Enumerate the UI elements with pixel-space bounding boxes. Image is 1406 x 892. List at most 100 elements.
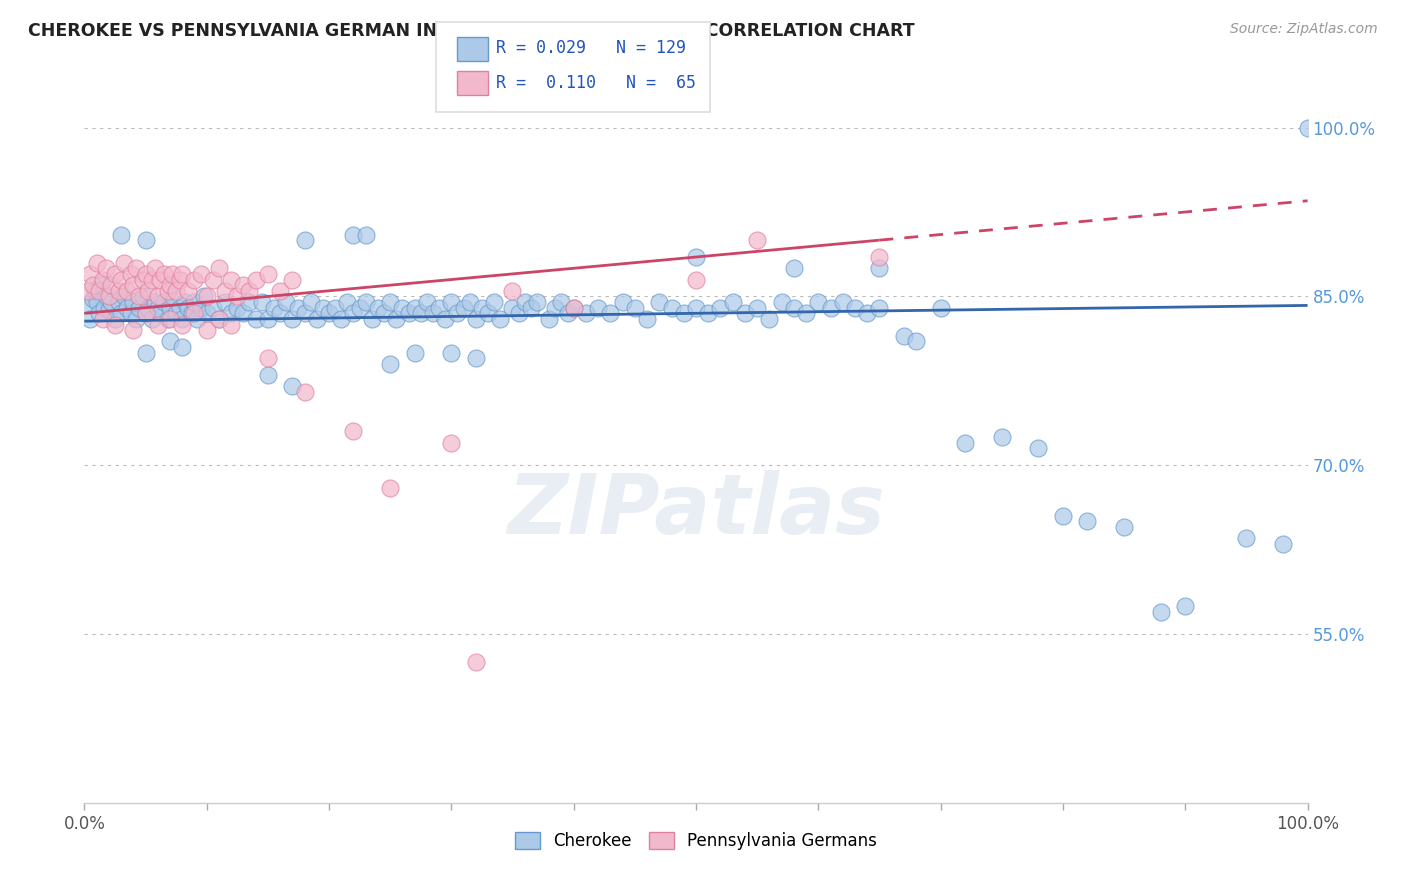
Point bbox=[79, 312, 101, 326]
Point bbox=[135, 306, 157, 320]
Point bbox=[294, 233, 316, 247]
Point bbox=[440, 345, 463, 359]
Point bbox=[173, 295, 195, 310]
Point bbox=[110, 272, 132, 286]
Point bbox=[342, 425, 364, 439]
Point bbox=[195, 289, 218, 303]
Point bbox=[232, 306, 254, 320]
Point bbox=[238, 284, 260, 298]
Point bbox=[869, 261, 891, 276]
Point bbox=[269, 284, 291, 298]
Point bbox=[87, 306, 110, 320]
Point bbox=[550, 295, 572, 310]
Point bbox=[90, 278, 112, 293]
Point bbox=[1174, 599, 1197, 613]
Text: Source: ZipAtlas.com: Source: ZipAtlas.com bbox=[1230, 22, 1378, 37]
Point bbox=[477, 306, 499, 320]
Point bbox=[214, 295, 236, 310]
Point bbox=[195, 323, 218, 337]
Point bbox=[135, 267, 157, 281]
Point bbox=[520, 301, 543, 315]
Point bbox=[159, 278, 181, 293]
Point bbox=[135, 345, 157, 359]
Point bbox=[77, 298, 100, 312]
Point bbox=[86, 295, 108, 310]
Legend: Cherokee, Pennsylvania Germans: Cherokee, Pennsylvania Germans bbox=[509, 825, 883, 856]
Point bbox=[214, 284, 236, 298]
Point bbox=[318, 306, 340, 320]
Point bbox=[294, 385, 316, 400]
Point bbox=[79, 267, 101, 281]
Point bbox=[146, 289, 169, 303]
Point bbox=[323, 301, 346, 315]
Point bbox=[513, 295, 536, 310]
Point bbox=[502, 301, 524, 315]
Point bbox=[409, 306, 432, 320]
Point bbox=[544, 301, 567, 315]
Point bbox=[367, 301, 389, 315]
Point bbox=[208, 312, 231, 326]
Point bbox=[586, 301, 609, 315]
Point bbox=[172, 318, 194, 332]
Point bbox=[177, 301, 200, 315]
Point bbox=[91, 312, 114, 326]
Point bbox=[143, 261, 166, 276]
Point bbox=[482, 295, 505, 310]
Point bbox=[172, 267, 194, 281]
Point bbox=[172, 312, 194, 326]
Point bbox=[141, 312, 163, 326]
Point bbox=[181, 306, 204, 320]
Point bbox=[1150, 605, 1173, 619]
Text: R =  0.110   N =  65: R = 0.110 N = 65 bbox=[496, 74, 696, 92]
Point bbox=[599, 306, 621, 320]
Point bbox=[232, 278, 254, 293]
Point bbox=[464, 655, 486, 669]
Point bbox=[287, 301, 309, 315]
Point bbox=[471, 301, 494, 315]
Point bbox=[354, 295, 377, 310]
Point bbox=[807, 295, 830, 310]
Point bbox=[257, 267, 280, 281]
Point bbox=[820, 301, 842, 315]
Point bbox=[208, 261, 231, 276]
Point bbox=[416, 295, 439, 310]
Point bbox=[183, 272, 205, 286]
Point bbox=[110, 306, 132, 320]
Point bbox=[721, 295, 744, 310]
Point bbox=[115, 284, 138, 298]
Point bbox=[734, 306, 756, 320]
Point bbox=[294, 306, 316, 320]
Point bbox=[96, 289, 118, 303]
Point bbox=[149, 272, 172, 286]
Point bbox=[422, 306, 444, 320]
Point bbox=[929, 301, 952, 315]
Point bbox=[201, 301, 224, 315]
Point bbox=[107, 284, 129, 298]
Point bbox=[831, 295, 853, 310]
Point bbox=[380, 357, 402, 371]
Point bbox=[186, 312, 208, 326]
Point bbox=[453, 301, 475, 315]
Point bbox=[183, 295, 205, 310]
Point bbox=[112, 289, 135, 303]
Point bbox=[380, 295, 402, 310]
Text: ZIPatlas: ZIPatlas bbox=[508, 470, 884, 550]
Point bbox=[149, 306, 172, 320]
Point bbox=[177, 284, 200, 298]
Point bbox=[193, 289, 215, 303]
Point bbox=[143, 295, 166, 310]
Point bbox=[305, 312, 328, 326]
Point bbox=[91, 272, 114, 286]
Point bbox=[869, 301, 891, 315]
Point bbox=[93, 301, 115, 315]
Point bbox=[427, 301, 450, 315]
Point bbox=[1076, 515, 1098, 529]
Point bbox=[263, 301, 285, 315]
Point bbox=[219, 318, 242, 332]
Point bbox=[97, 289, 120, 303]
Point bbox=[190, 301, 212, 315]
Point bbox=[156, 312, 179, 326]
Point bbox=[172, 340, 194, 354]
Point bbox=[100, 295, 122, 310]
Point bbox=[869, 250, 891, 264]
